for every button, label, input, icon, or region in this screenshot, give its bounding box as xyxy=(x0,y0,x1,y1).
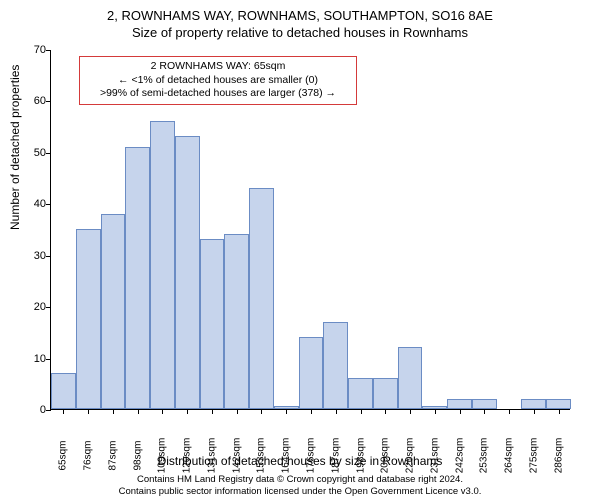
y-tick-mark xyxy=(46,101,51,102)
y-tick-label: 30 xyxy=(21,250,46,262)
x-tick-mark xyxy=(187,409,188,414)
y-tick-mark xyxy=(46,410,51,411)
x-tick-mark xyxy=(361,409,362,414)
x-tick-mark xyxy=(460,409,461,414)
x-tick-mark xyxy=(435,409,436,414)
x-tick-mark xyxy=(88,409,89,414)
bar xyxy=(76,229,101,409)
x-tick-mark xyxy=(286,409,287,414)
y-tick-mark xyxy=(46,50,51,51)
bar xyxy=(348,378,373,409)
annotation-box: 2 ROWNHAMS WAY: 65sqm ← <1% of detached … xyxy=(79,56,357,105)
x-tick-mark xyxy=(162,409,163,414)
x-tick-mark xyxy=(63,409,64,414)
footer-line-2: Contains public sector information licen… xyxy=(0,486,600,497)
y-axis-label: Number of detached properties xyxy=(8,65,22,230)
y-tick-label: 20 xyxy=(21,301,46,313)
x-tick-mark xyxy=(261,409,262,414)
x-tick-mark xyxy=(410,409,411,414)
title-sub: Size of property relative to detached ho… xyxy=(0,23,600,40)
bar xyxy=(51,373,76,409)
y-tick-label: 0 xyxy=(21,404,46,416)
title-main: 2, ROWNHAMS WAY, ROWNHAMS, SOUTHAMPTON, … xyxy=(0,0,600,23)
y-tick-label: 50 xyxy=(21,147,46,159)
x-tick-mark xyxy=(212,409,213,414)
annotation-line-2: ← <1% of detached houses are smaller (0) xyxy=(86,74,350,88)
bar xyxy=(299,337,324,409)
y-tick-mark xyxy=(46,307,51,308)
bar xyxy=(323,322,348,409)
footer-line-1: Contains HM Land Registry data © Crown c… xyxy=(0,474,600,485)
y-tick-mark xyxy=(46,359,51,360)
y-tick-label: 60 xyxy=(21,95,46,107)
y-tick-label: 10 xyxy=(21,353,46,365)
bar xyxy=(224,234,249,409)
x-tick-mark xyxy=(484,409,485,414)
y-tick-mark xyxy=(46,204,51,205)
x-tick-mark xyxy=(237,409,238,414)
bar xyxy=(150,121,175,409)
y-tick-label: 40 xyxy=(21,198,46,210)
plot-area: 2 ROWNHAMS WAY: 65sqm ← <1% of detached … xyxy=(50,50,570,410)
bar xyxy=(521,399,546,409)
footer-text: Contains HM Land Registry data © Crown c… xyxy=(0,474,600,497)
bar xyxy=(447,399,472,409)
y-tick-label: 70 xyxy=(21,44,46,56)
x-tick-mark xyxy=(509,409,510,414)
x-tick-mark xyxy=(534,409,535,414)
bar xyxy=(398,347,423,409)
annotation-line-1: 2 ROWNHAMS WAY: 65sqm xyxy=(86,60,350,74)
x-tick-mark xyxy=(113,409,114,414)
bar xyxy=(200,239,225,409)
x-tick-mark xyxy=(336,409,337,414)
annotation-line-3: >99% of semi-detached houses are larger … xyxy=(86,87,350,101)
x-tick-mark xyxy=(385,409,386,414)
bar xyxy=(101,214,126,409)
x-tick-mark xyxy=(559,409,560,414)
x-axis-label: Distribution of detached houses by size … xyxy=(0,454,600,468)
x-tick-mark xyxy=(311,409,312,414)
y-tick-mark xyxy=(46,153,51,154)
bar xyxy=(175,136,200,409)
chart-container: 2, ROWNHAMS WAY, ROWNHAMS, SOUTHAMPTON, … xyxy=(0,0,600,500)
bar xyxy=(249,188,274,409)
bar xyxy=(373,378,398,409)
x-tick-mark xyxy=(138,409,139,414)
y-tick-mark xyxy=(46,256,51,257)
bar xyxy=(472,399,497,409)
bar xyxy=(125,147,150,409)
bar xyxy=(546,399,571,409)
